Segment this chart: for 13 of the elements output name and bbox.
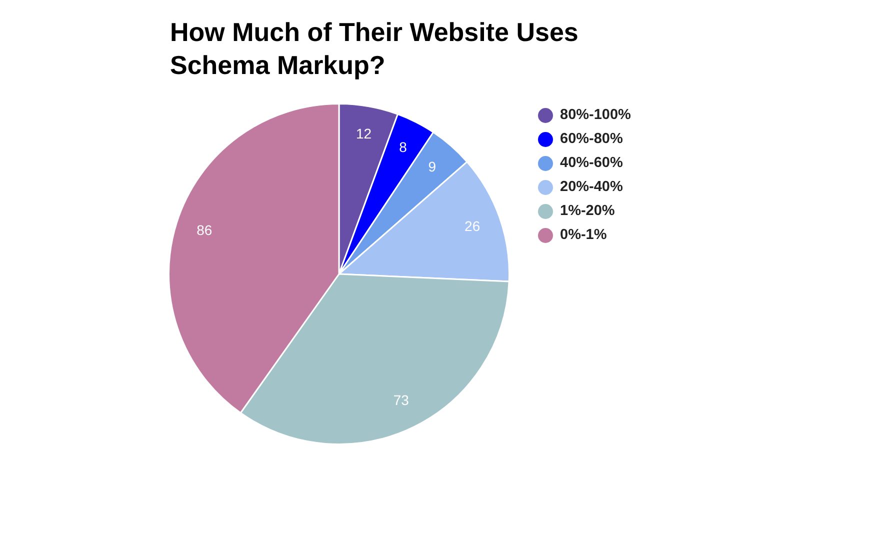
legend-label: 80%-100% [560, 107, 631, 123]
data-label: 73 [393, 392, 410, 408]
data-label: 12 [356, 126, 372, 142]
data-label: 86 [196, 222, 212, 238]
data-label: 9 [428, 158, 436, 175]
legend-label: 40%-60% [560, 155, 623, 171]
legend-label: 20%-40% [560, 179, 623, 195]
legend-label: 0%-1% [560, 227, 607, 243]
data-label: 8 [399, 138, 408, 155]
legend-label: 60%-80% [560, 131, 623, 147]
data-label: 26 [464, 218, 480, 234]
chart-title: How Much of Their Website Uses Schema Markup? [170, 16, 580, 82]
legend-label: 1%-20% [560, 203, 615, 219]
